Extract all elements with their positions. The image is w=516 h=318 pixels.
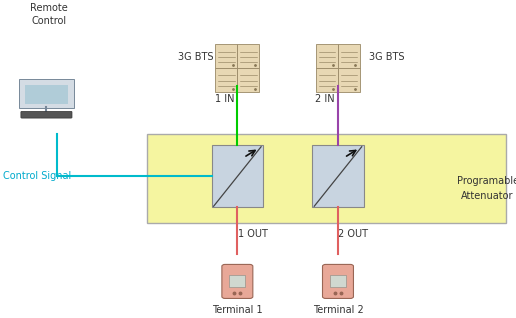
Text: 3G BTS: 3G BTS (369, 52, 405, 62)
FancyBboxPatch shape (19, 79, 74, 108)
FancyBboxPatch shape (322, 264, 353, 298)
Text: Control: Control (31, 16, 67, 26)
FancyBboxPatch shape (222, 264, 253, 298)
Bar (147, 134, 506, 223)
FancyBboxPatch shape (215, 44, 237, 68)
FancyBboxPatch shape (237, 68, 260, 92)
Text: 1 IN: 1 IN (215, 93, 234, 104)
Text: 2 IN: 2 IN (315, 93, 335, 104)
Text: Terminal 1: Terminal 1 (212, 305, 263, 315)
FancyBboxPatch shape (316, 68, 338, 92)
Text: 2 OUT: 2 OUT (338, 229, 368, 239)
Bar (229, 275, 246, 287)
FancyBboxPatch shape (338, 68, 360, 92)
Text: Programable: Programable (457, 176, 516, 186)
Text: Attenuator: Attenuator (461, 190, 514, 201)
Text: Remote: Remote (30, 3, 68, 13)
Bar (330, 275, 346, 287)
FancyBboxPatch shape (237, 44, 260, 68)
Bar (312, 146, 364, 207)
Bar (25, 85, 68, 104)
FancyBboxPatch shape (316, 44, 338, 68)
Text: 3G BTS: 3G BTS (179, 52, 214, 62)
FancyBboxPatch shape (338, 44, 360, 68)
Text: Control Signal: Control Signal (3, 171, 71, 182)
Text: 1 OUT: 1 OUT (238, 229, 268, 239)
FancyBboxPatch shape (215, 68, 237, 92)
Bar (212, 146, 263, 207)
Text: Terminal 2: Terminal 2 (313, 305, 363, 315)
FancyBboxPatch shape (21, 111, 72, 118)
